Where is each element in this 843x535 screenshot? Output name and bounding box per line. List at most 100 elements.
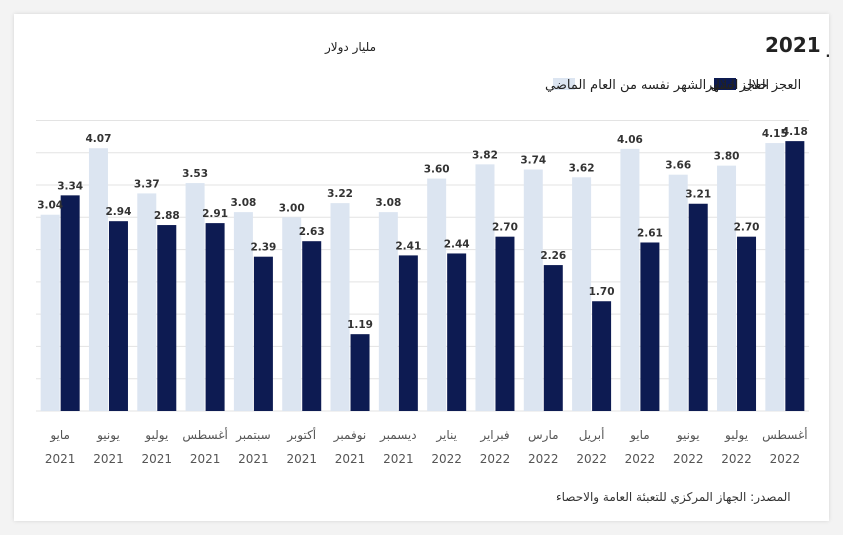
bar-previous xyxy=(523,169,543,411)
value-label-previous: 3.80 xyxy=(714,151,740,163)
bar-current xyxy=(205,223,225,411)
x-tick-month: أغسطس xyxy=(182,427,227,443)
bar-current xyxy=(785,141,805,411)
x-tick-month: ديسمبر xyxy=(379,428,417,443)
value-label-current: 2.94 xyxy=(106,206,132,218)
x-tick-year: 2022 xyxy=(770,452,801,466)
value-label-current: 3.21 xyxy=(685,189,711,201)
value-label-previous: 4.15 xyxy=(762,128,788,140)
bar-previous xyxy=(668,174,688,411)
value-label-previous: 4.07 xyxy=(86,133,112,145)
value-label-current: 3.34 xyxy=(57,180,83,192)
value-label-previous: 3.08 xyxy=(230,197,256,209)
value-label-previous: 3.74 xyxy=(520,155,546,167)
value-label-current: 4.18 xyxy=(782,126,808,138)
bar-previous xyxy=(620,148,640,411)
x-tick-year: 2021 xyxy=(45,452,76,466)
x-axis-ticks: مايو 2021 يونيو 2021 يوليو 2021 أغسطس 2021 سبتمب… xyxy=(45,427,808,466)
x-tick-month: مايو xyxy=(629,428,650,443)
legend-swatch-current xyxy=(714,78,736,90)
bars xyxy=(40,141,805,412)
x-tick-year: 2021 xyxy=(286,452,317,466)
x-tick-year: 2022 xyxy=(480,452,511,466)
x-tick-month: نوفمبر xyxy=(333,428,366,443)
x-tick-year: 2022 xyxy=(721,452,752,466)
value-label-current: 2.88 xyxy=(154,210,180,222)
legend-label-previous: العجز خلال الشهر نفسه من العام الماضي xyxy=(545,78,769,93)
x-tick-month: سبتمبر xyxy=(235,428,270,443)
value-label-current: 2.44 xyxy=(444,238,470,250)
bar-previous xyxy=(330,203,350,411)
value-label-previous: 3.62 xyxy=(569,162,595,174)
legend-swatch-previous xyxy=(553,78,575,90)
x-tick-year: 2021 xyxy=(93,452,124,466)
value-label-current: 2.41 xyxy=(395,240,421,252)
legend-label-current: العجز خلال الشهر xyxy=(705,78,801,93)
bar-current xyxy=(60,195,80,411)
x-tick-month: يناير xyxy=(435,428,457,443)
x-tick-month: يوليو xyxy=(724,428,748,443)
x-tick-year: 2021 xyxy=(383,452,414,466)
bar-previous xyxy=(572,177,592,411)
bar-previous xyxy=(427,178,447,411)
chart-svg: تطور عجز الميزان التجاري لمصر منذ مايو 2… xyxy=(36,33,829,505)
value-label-previous: 3.53 xyxy=(182,168,208,180)
x-tick-year: 2021 xyxy=(142,452,173,466)
value-label-previous: 3.82 xyxy=(472,149,498,161)
x-tick-year: 2021 xyxy=(238,452,269,466)
value-label-current: 1.19 xyxy=(347,319,373,331)
bar-current xyxy=(398,255,418,411)
bar-previous xyxy=(717,165,737,411)
value-label-previous: 3.22 xyxy=(327,188,353,200)
bar-current xyxy=(253,256,273,411)
bar-previous xyxy=(40,214,60,411)
bar-previous xyxy=(765,143,785,411)
value-label-previous: 3.37 xyxy=(134,178,160,190)
source-note: المصدر: الجهاز المركزي للتعبئة العامة وا… xyxy=(556,490,791,505)
value-label-previous: 3.66 xyxy=(665,160,691,172)
x-tick-year: 2022 xyxy=(673,452,704,466)
x-tick-month: فبراير xyxy=(479,428,509,443)
bar-previous xyxy=(475,164,495,411)
bar-current xyxy=(157,225,177,411)
bar-current xyxy=(543,265,563,411)
bar-current xyxy=(640,242,660,411)
value-label-previous: 3.08 xyxy=(375,197,401,209)
x-tick-year: 2021 xyxy=(335,452,366,466)
bar-current xyxy=(737,236,757,411)
x-tick-year: 2022 xyxy=(625,452,656,466)
value-label-current: 2.70 xyxy=(492,222,518,234)
bar-current xyxy=(688,203,708,411)
value-label-previous: 4.06 xyxy=(617,134,643,146)
bar-current xyxy=(108,221,128,411)
x-tick-year: 2022 xyxy=(576,452,607,466)
chart-unit: مليار دولار xyxy=(324,40,376,55)
x-tick-year: 2022 xyxy=(431,452,462,466)
bar-previous xyxy=(137,193,157,411)
x-tick-month: يونيو xyxy=(676,428,700,443)
x-tick-year: 2022 xyxy=(528,452,559,466)
value-label-previous: 3.60 xyxy=(424,164,450,176)
bar-previous xyxy=(88,148,108,412)
x-tick-month: أغسطس xyxy=(762,427,807,443)
x-tick-year: 2021 xyxy=(190,452,221,466)
x-tick-month: يونيو xyxy=(96,428,120,443)
x-tick-month: أبريل xyxy=(579,427,605,443)
bar-previous xyxy=(378,212,398,411)
bar-current xyxy=(495,236,515,411)
bar-previous xyxy=(233,212,253,411)
bar-previous xyxy=(282,217,302,411)
value-label-current: 2.91 xyxy=(202,208,228,220)
value-label-current: 1.70 xyxy=(589,286,615,298)
x-tick-month: يوليو xyxy=(144,428,168,443)
bar-current xyxy=(350,334,370,411)
x-tick-month: مايو xyxy=(49,428,70,443)
value-label-current: 2.61 xyxy=(637,227,663,239)
value-label-previous: 3.00 xyxy=(279,202,305,214)
x-tick-month: مارس xyxy=(528,428,559,443)
chart-title: تطور عجز الميزان التجاري لمصر منذ مايو 2… xyxy=(765,33,829,58)
value-label-previous: 3.04 xyxy=(37,200,63,212)
bar-previous xyxy=(185,183,205,411)
value-label-current: 2.63 xyxy=(299,226,325,238)
bar-current xyxy=(592,301,612,411)
